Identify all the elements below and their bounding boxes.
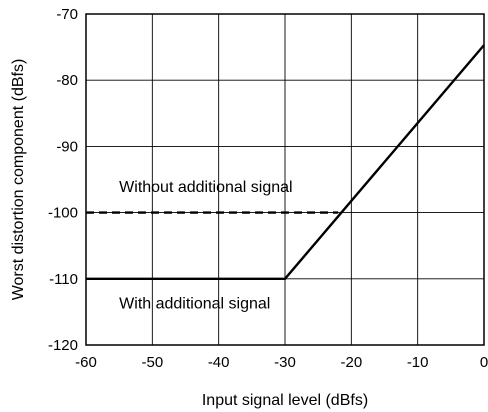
x-tick-label: -20 [340, 354, 362, 371]
y-tick-label: -70 [56, 6, 78, 23]
annotation-label: With additional signal [119, 296, 270, 313]
x-tick-label: -10 [407, 354, 429, 371]
series-line-with-additional-signal [86, 44, 485, 280]
x-tick-label: -30 [274, 354, 296, 371]
y-tick-labels: -70 -80 -90 -100 -110 -120 [48, 6, 78, 354]
y-tick-label: -120 [48, 337, 78, 354]
annotations: Without additional signal With additional… [119, 179, 292, 313]
plot-frame [85, 13, 485, 346]
annotation-label: Without additional signal [119, 179, 292, 196]
y-tick-label: -110 [49, 271, 78, 288]
x-axis-label: Input signal level (dBfs) [202, 392, 368, 409]
x-tick-label: -40 [208, 354, 230, 371]
y-tick-label: -100 [48, 205, 78, 222]
y-axis-label: Worst distortion component (dBfs) [10, 59, 27, 301]
x-tick-label: -60 [75, 354, 97, 371]
x-tick-label: 0 [480, 354, 488, 371]
x-tick-label: -50 [141, 354, 163, 371]
series-layer [86, 44, 485, 280]
y-tick-label: -80 [56, 72, 78, 89]
y-tick-label: -90 [56, 138, 78, 155]
x-tick-labels: -60 -50 -40 -30 -20 -10 0 [75, 354, 488, 371]
